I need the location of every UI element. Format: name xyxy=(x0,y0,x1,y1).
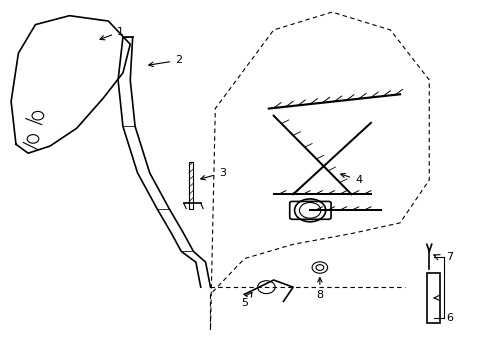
Text: 2: 2 xyxy=(148,55,182,67)
Text: 8: 8 xyxy=(316,278,323,300)
Bar xyxy=(426,273,440,323)
Text: 3: 3 xyxy=(200,168,225,180)
Text: 5: 5 xyxy=(241,292,251,308)
Text: 7: 7 xyxy=(445,252,452,262)
Text: 6: 6 xyxy=(445,312,452,323)
Text: 4: 4 xyxy=(340,174,362,185)
Text: 1: 1 xyxy=(100,27,124,40)
